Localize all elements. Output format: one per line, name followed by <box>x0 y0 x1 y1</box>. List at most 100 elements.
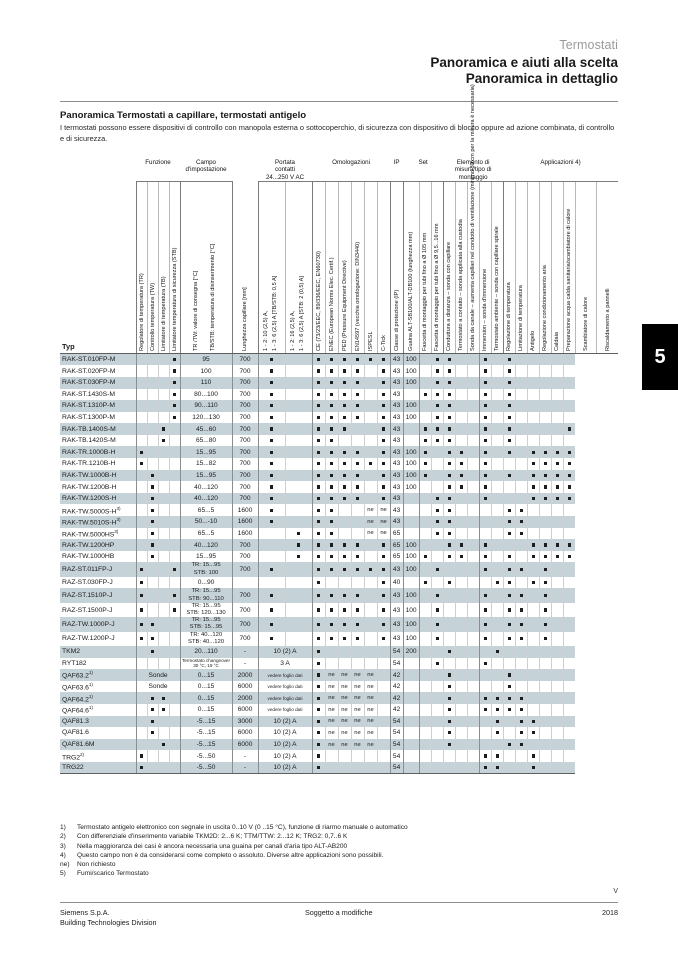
cell-applicazione-6 <box>550 715 564 728</box>
cell-campo: 0...15 <box>179 692 233 704</box>
cell-funzione-1 <box>146 657 158 670</box>
mark-dot <box>342 462 347 466</box>
cell-omologazione-5 <box>376 680 391 693</box>
cell-omologazione-5 <box>376 423 391 435</box>
cell-omologazione-5 <box>376 400 391 412</box>
cell-elemento-1 <box>430 715 444 728</box>
column-header-21: Immersion – sonda d'immersione <box>478 181 492 355</box>
mark-dot <box>423 473 427 477</box>
cell-funzione-1 <box>146 550 158 563</box>
cell-applicazione-2 <box>502 631 516 647</box>
cell-typ: RAK-ST.1310P-M <box>60 400 136 412</box>
cell-applicazione-7 <box>562 550 576 563</box>
cell-funzione-0 <box>135 481 147 493</box>
cell-funzione-1 <box>146 715 158 728</box>
mark-dot <box>567 462 571 466</box>
cell-typ: RAK-TW.1200S-H <box>60 492 136 505</box>
mark-dot <box>269 637 274 641</box>
cell-applicazione-5 <box>538 657 552 670</box>
mark-dot <box>447 719 451 723</box>
cell-capillare: 700 <box>231 602 259 618</box>
cell-applicazione-5 <box>538 750 552 762</box>
cell-funzione-0 <box>135 738 147 751</box>
table-row: RAK-TW.1200HP 40...120 700 65 100 <box>60 539 618 551</box>
cell-omologazione-1: ne <box>324 738 339 751</box>
cell-funzione-0 <box>135 376 147 389</box>
cell-elemento-4 <box>466 562 480 577</box>
cell-portata-1 <box>284 527 313 540</box>
cell-elemento-4 <box>466 469 480 482</box>
cell-funzione-2 <box>157 704 169 716</box>
cell-campo: -5...15 <box>179 738 233 751</box>
mark-dot <box>172 358 177 362</box>
cell-omologazione-0 <box>311 588 326 603</box>
cell-funzione-1 <box>146 750 158 762</box>
cell-typ: RAZ-TW.1000P-J <box>60 617 136 632</box>
mark-dot <box>329 450 334 454</box>
mark-dot <box>531 580 535 585</box>
cell-applicazione-2 <box>502 550 516 563</box>
mark-dot <box>342 415 347 419</box>
mark-dot <box>316 593 321 598</box>
cell-omologazione-4 <box>363 423 378 435</box>
mark-dot <box>355 358 360 362</box>
cell-applicazione-0 <box>478 750 492 762</box>
cell-funzione-2 <box>157 527 169 540</box>
cell-campo: 15...82 <box>179 458 233 470</box>
cell-elemento-2 <box>442 602 456 618</box>
cell-elemento-4 <box>466 646 480 658</box>
cell-omologazione-1 <box>324 617 339 632</box>
footer-center: Soggetto a modifiche <box>305 908 373 917</box>
cell-applicazione-6 <box>550 692 564 704</box>
cell-funzione-0 <box>135 588 147 603</box>
table-row: QAF63.21) Sonde 0...15 2000 vedere foglio da… <box>60 669 618 681</box>
cell-ip: 43 <box>389 400 404 412</box>
column-header-4: TR /TW: valore di consegna [°C] TB/STB: t… <box>179 181 233 355</box>
cell-portata-1 <box>284 504 313 517</box>
mark-dot <box>483 404 487 408</box>
cell-capillare: 700 <box>231 550 259 563</box>
table-row: RAK-TB.1400S-M 45...60 700 43 <box>60 423 618 435</box>
cell-funzione-1 <box>146 562 158 577</box>
mark-dot <box>483 392 487 396</box>
cell-funzione-2 <box>157 657 169 670</box>
mark-dot <box>483 415 487 419</box>
cell-applicazione-3 <box>514 400 528 412</box>
cell-applicazione-2 <box>502 400 516 412</box>
cell-portata: 10 (2) A <box>257 646 313 658</box>
cell-omologazione-4 <box>363 588 378 603</box>
mark-dot <box>381 496 386 501</box>
mark-dot <box>172 369 177 373</box>
cell-typ: RAK-ST.030FP-M <box>60 376 136 389</box>
mark-dot <box>342 622 347 626</box>
cell-applicazione-3 <box>514 617 528 632</box>
mark-dot <box>342 485 347 489</box>
cell-applicazione-6 <box>550 411 564 424</box>
table-row: RAZ-ST.1500P-J TR: 15...95 STB: 120...130 7… <box>60 602 618 618</box>
cell-set <box>402 423 420 435</box>
cell-elemento-1 <box>430 400 444 412</box>
mark-dot <box>459 462 463 466</box>
cell-set: 100 <box>402 617 420 632</box>
cell-applicazione-7 <box>562 617 576 632</box>
mark-dot <box>329 554 334 559</box>
mark-dot <box>329 520 334 524</box>
cell-set: 100 <box>402 411 420 424</box>
cell-elemento-2 <box>442 750 456 762</box>
cell-applicazione-7 <box>562 458 576 470</box>
cell-applicazione-5 <box>538 617 552 632</box>
mark-dot <box>519 622 523 626</box>
cell-funzione-3 <box>168 727 181 739</box>
cell-portata-1 <box>284 481 313 493</box>
cell-omologazione-5 <box>376 458 391 470</box>
cell-applicazione-4 <box>526 411 540 424</box>
cell-set: 100 <box>402 365 420 377</box>
cell-funzione-1 <box>146 388 158 401</box>
cell-set <box>402 738 420 751</box>
cell-omologazione-0 <box>311 527 326 540</box>
cell-elemento-4 <box>466 423 480 435</box>
cell-applicazione-6 <box>550 738 564 751</box>
cell-omologazione-0 <box>311 423 326 435</box>
cell-ip: 65 <box>389 550 404 563</box>
cell-capillare: 6000 <box>231 727 259 739</box>
